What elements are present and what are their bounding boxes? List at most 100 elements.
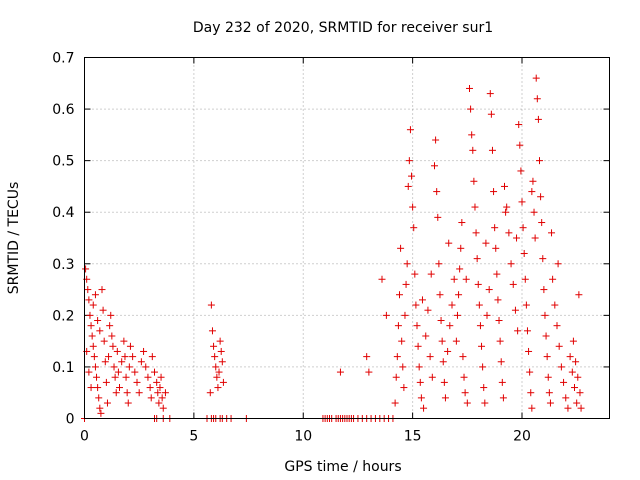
data-point — [94, 317, 102, 325]
data-point — [392, 373, 400, 381]
data-point — [95, 394, 103, 402]
data-point — [555, 342, 563, 350]
data-point — [412, 301, 420, 309]
data-point — [538, 219, 546, 227]
data-point — [97, 409, 105, 417]
data-point — [541, 311, 549, 319]
data-point — [142, 363, 150, 371]
data-point — [492, 244, 500, 252]
x-tick-label: 10 — [294, 429, 312, 445]
y-tick-label: 0.2 — [52, 308, 74, 324]
data-point — [509, 280, 517, 288]
data-point — [486, 90, 494, 98]
data-point — [525, 347, 533, 355]
data-point — [557, 363, 565, 371]
data-point — [435, 260, 443, 268]
data-point — [98, 286, 106, 294]
data-point — [433, 188, 441, 196]
data-point — [532, 74, 540, 82]
data-point — [448, 301, 456, 309]
data-point — [571, 384, 578, 392]
data-point — [410, 224, 418, 232]
data-point — [501, 182, 508, 190]
data-point — [457, 244, 465, 252]
data-point — [505, 229, 513, 237]
data-point — [461, 389, 469, 397]
data-point — [336, 368, 344, 376]
data-point — [507, 260, 515, 268]
data-point — [393, 353, 401, 361]
x-tick-label: 20 — [513, 429, 531, 445]
data-point — [516, 141, 524, 149]
data-point — [431, 162, 438, 170]
data-point — [208, 327, 216, 335]
data-point — [219, 378, 227, 386]
y-tick-label: 0 — [66, 412, 75, 428]
data-point — [382, 311, 390, 319]
data-point — [96, 404, 104, 412]
data-point — [540, 286, 548, 294]
data-point — [437, 317, 445, 325]
data-point — [495, 317, 503, 325]
data-point — [521, 275, 529, 283]
data-point — [133, 378, 141, 386]
data-point — [573, 399, 581, 407]
data-point — [482, 239, 490, 247]
data-point — [121, 353, 129, 361]
data-point — [511, 306, 519, 314]
data-point — [82, 265, 90, 273]
data-point — [144, 373, 152, 381]
data-point — [123, 389, 131, 397]
data-point — [106, 322, 114, 330]
data-point — [409, 203, 417, 211]
data-point — [497, 358, 505, 366]
data-point — [462, 275, 470, 283]
data-point — [416, 378, 424, 386]
data-point — [533, 95, 541, 103]
data-point — [126, 342, 134, 350]
data-point — [517, 167, 525, 175]
data-point — [90, 353, 98, 361]
data-point — [445, 239, 453, 247]
data-point — [411, 270, 419, 278]
data-point — [418, 296, 426, 304]
data-point — [479, 363, 487, 371]
data-point — [84, 286, 92, 294]
data-point — [476, 322, 484, 330]
data-point — [402, 280, 410, 288]
data-point — [148, 353, 156, 361]
data-point — [394, 322, 402, 330]
data-point — [519, 224, 527, 232]
data-point — [502, 208, 510, 216]
data-point — [211, 353, 219, 361]
data-point — [151, 368, 158, 376]
data-point — [473, 255, 481, 263]
data-point — [405, 157, 413, 165]
data-point — [96, 327, 104, 335]
data-point — [218, 358, 226, 366]
data-point — [213, 373, 221, 381]
data-point — [460, 373, 468, 381]
y-tick-label: 0.5 — [52, 154, 74, 170]
data-point — [564, 404, 572, 412]
data-point — [475, 301, 483, 309]
data-point — [214, 384, 222, 392]
data-point — [422, 332, 430, 340]
data-point — [417, 394, 425, 402]
data-point — [424, 306, 432, 314]
data-point — [146, 384, 154, 392]
data-point — [404, 182, 412, 190]
data-point — [463, 399, 471, 407]
data-point — [551, 301, 559, 309]
data-point — [494, 296, 502, 304]
data-point — [113, 347, 121, 355]
data-point — [472, 229, 480, 237]
data-point — [468, 131, 476, 139]
data-point — [401, 311, 409, 319]
data-point — [100, 337, 108, 345]
data-point — [542, 332, 550, 340]
data-point — [217, 347, 225, 355]
data-point — [206, 389, 214, 397]
